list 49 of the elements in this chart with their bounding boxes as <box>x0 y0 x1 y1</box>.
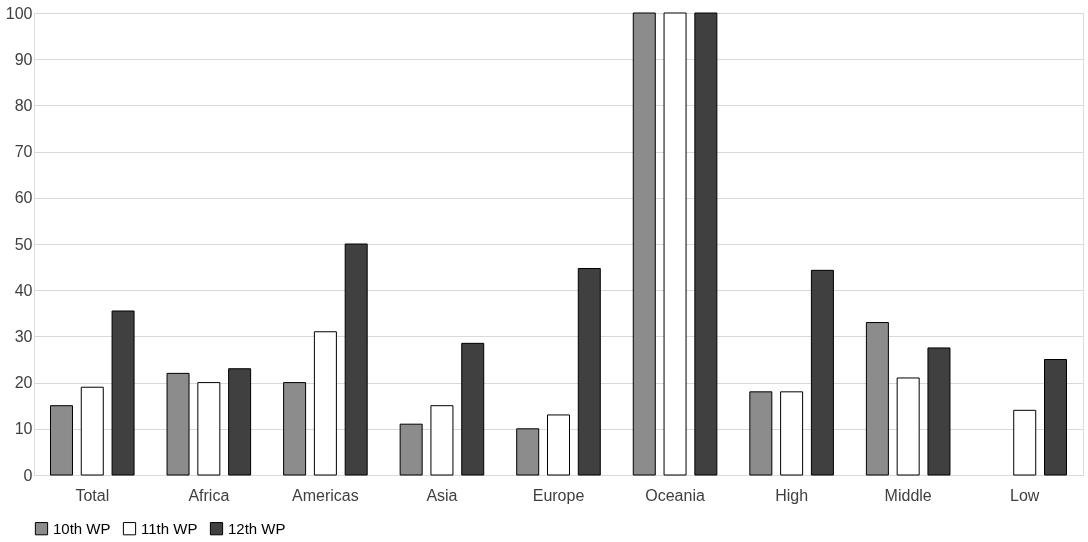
y-tick-label: 30 <box>14 327 33 345</box>
bar <box>430 405 454 476</box>
x-tick-label: Total <box>75 486 110 504</box>
x-tick-label: Africa <box>188 486 230 504</box>
bar <box>49 405 73 476</box>
x-tick-label: Low <box>1010 486 1040 504</box>
x-tick-label: High <box>775 486 809 504</box>
bar <box>111 310 135 476</box>
bar <box>313 331 337 476</box>
bar <box>399 423 423 476</box>
y-tick-label: 50 <box>14 235 33 253</box>
bar <box>516 428 540 476</box>
y-tick-label: 60 <box>14 189 33 207</box>
bar <box>749 391 773 476</box>
x-tick-label: Middle <box>884 486 932 504</box>
bar <box>197 382 221 476</box>
x-tick-label: Europe <box>532 486 585 504</box>
bar <box>927 347 951 476</box>
bar <box>810 269 834 476</box>
legend-label: 12th WP <box>228 519 286 537</box>
bar <box>283 382 307 476</box>
bar <box>1044 359 1068 476</box>
y-tick-label: 100 <box>5 4 33 22</box>
y-tick-label: 70 <box>14 143 33 161</box>
bar <box>780 391 804 476</box>
y-tick-label: 90 <box>14 50 33 68</box>
y-tick-label: 40 <box>14 281 33 299</box>
y-tick-label: 80 <box>14 96 33 114</box>
bar <box>694 12 718 476</box>
bar <box>632 12 656 476</box>
bar <box>80 386 104 476</box>
x-tick-label: Oceania <box>645 486 705 504</box>
bar <box>663 12 687 476</box>
x-tick-label: Americas <box>292 486 359 504</box>
bar <box>577 267 601 476</box>
bar <box>865 322 889 476</box>
bar <box>1013 409 1037 476</box>
bar <box>344 243 368 476</box>
y-tick-label: 0 <box>23 466 33 484</box>
bar <box>896 377 920 476</box>
bar <box>461 342 485 476</box>
y-tick-label: 10 <box>14 420 33 438</box>
bar <box>547 414 570 476</box>
legend-label: 11th WP <box>141 519 198 537</box>
y-tick-label: 20 <box>14 374 33 392</box>
bar <box>228 368 252 476</box>
legend-label: 10th WP <box>53 519 111 537</box>
bar <box>166 372 190 476</box>
x-tick-label: Asia <box>426 486 458 504</box>
